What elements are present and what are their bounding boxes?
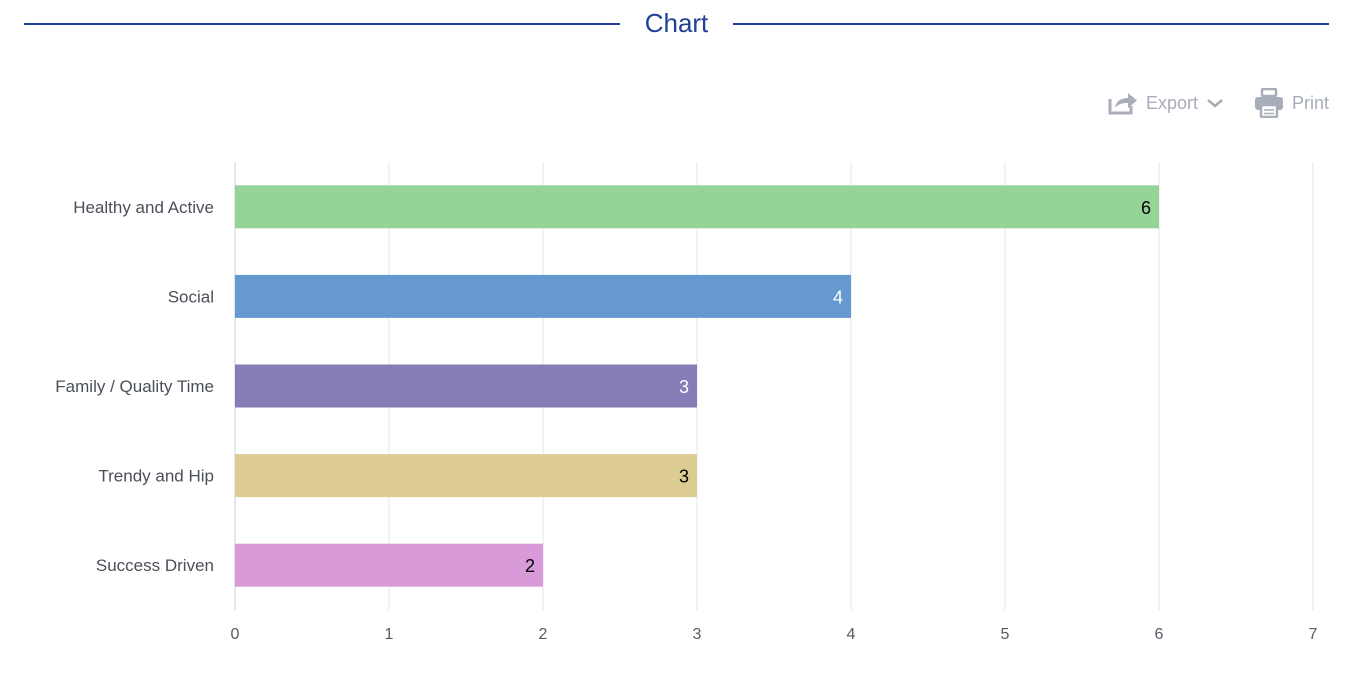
share-export-icon	[1108, 91, 1138, 115]
header-rule-left	[24, 23, 620, 25]
print-label: Print	[1291, 92, 1329, 113]
x-tick-label: 1	[385, 626, 394, 643]
x-tick-label: 2	[539, 626, 548, 643]
x-tick-label: 4	[847, 626, 856, 643]
chevron-down-icon	[1206, 97, 1224, 109]
data-label: 3	[679, 377, 689, 397]
x-tick-label: 5	[1001, 626, 1010, 643]
header-rule-right	[733, 23, 1329, 25]
x-tick-label: 7	[1309, 626, 1318, 643]
category-label: Social	[168, 287, 214, 306]
x-tick-label: 0	[231, 626, 240, 643]
x-tick-label: 3	[693, 626, 702, 643]
data-label: 6	[1141, 198, 1151, 218]
chart-header: Chart	[24, 0, 1329, 50]
category-label: Family / Quality Time	[55, 377, 214, 396]
bar	[235, 364, 697, 408]
chart-toolbar: Export Print	[1108, 86, 1329, 120]
x-tick-label: 6	[1155, 626, 1164, 643]
export-label: Export	[1145, 92, 1198, 113]
bar	[235, 454, 697, 498]
category-label: Success Driven	[96, 556, 214, 575]
printer-icon	[1254, 88, 1284, 118]
data-label: 3	[679, 467, 689, 487]
print-button[interactable]: Print	[1254, 88, 1329, 118]
bar	[235, 274, 851, 318]
page-title: Chart	[644, 8, 709, 38]
category-label: Trendy and Hip	[98, 467, 214, 486]
data-label: 4	[833, 287, 843, 307]
category-label: Healthy and Active	[73, 198, 214, 217]
export-button[interactable]: Export	[1108, 91, 1224, 115]
bar	[235, 185, 1159, 229]
data-label: 2	[525, 556, 535, 576]
bar	[235, 543, 543, 587]
